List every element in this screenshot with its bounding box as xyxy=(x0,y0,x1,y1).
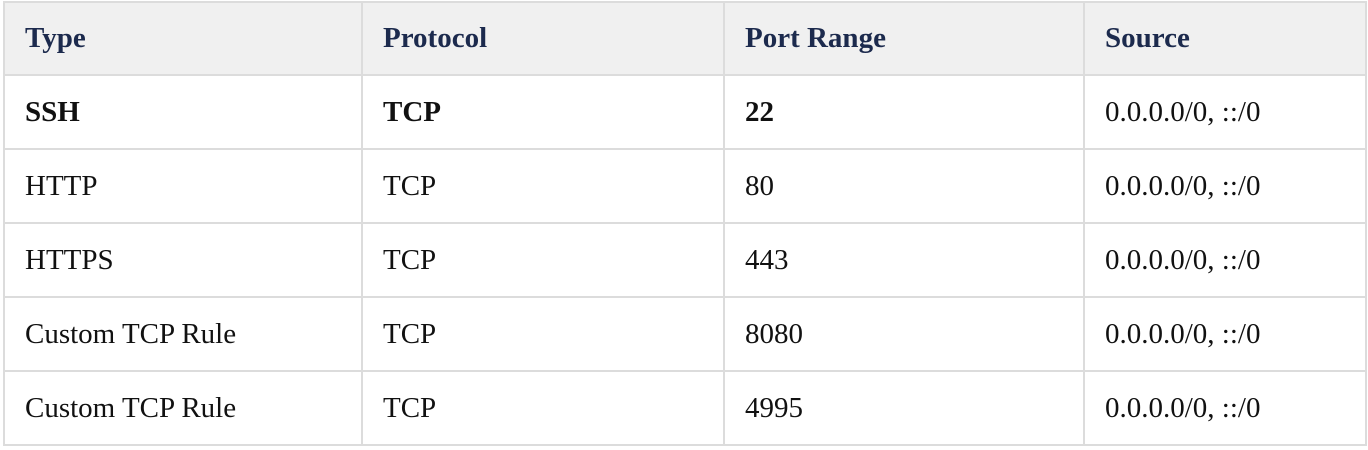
cell-port-range: 443 xyxy=(723,222,1085,298)
cell-source: 0.0.0.0/0, ::/0 xyxy=(1083,222,1367,298)
cell-type: Custom TCP Rule xyxy=(3,296,363,372)
column-header-type: Type xyxy=(3,1,363,76)
cell-type: Custom TCP Rule xyxy=(3,370,363,446)
cell-port-range: 22 xyxy=(723,74,1085,150)
column-header-source: Source xyxy=(1083,1,1367,76)
cell-source: 0.0.0.0/0, ::/0 xyxy=(1083,148,1367,224)
column-header-port-range: Port Range xyxy=(723,1,1085,76)
table-body: SSH TCP 22 0.0.0.0/0, ::/0 HTTP TCP 80 0… xyxy=(3,74,1367,446)
cell-protocol: TCP xyxy=(361,74,725,150)
table-row: HTTPS TCP 443 0.0.0.0/0, ::/0 xyxy=(3,222,1367,298)
table-row: SSH TCP 22 0.0.0.0/0, ::/0 xyxy=(3,74,1367,150)
security-rules-table-container: Type Protocol Port Range Source SSH TCP … xyxy=(3,1,1367,446)
cell-port-range: 80 xyxy=(723,148,1085,224)
table-row: Custom TCP Rule TCP 8080 0.0.0.0/0, ::/0 xyxy=(3,296,1367,372)
cell-protocol: TCP xyxy=(361,222,725,298)
table-row: HTTP TCP 80 0.0.0.0/0, ::/0 xyxy=(3,148,1367,224)
cell-protocol: TCP xyxy=(361,296,725,372)
security-rules-table: Type Protocol Port Range Source SSH TCP … xyxy=(3,1,1367,446)
cell-port-range: 8080 xyxy=(723,296,1085,372)
column-header-protocol: Protocol xyxy=(361,1,725,76)
table-header-row: Type Protocol Port Range Source xyxy=(3,1,1367,76)
cell-type: HTTPS xyxy=(3,222,363,298)
cell-protocol: TCP xyxy=(361,148,725,224)
cell-source: 0.0.0.0/0, ::/0 xyxy=(1083,370,1367,446)
cell-type: HTTP xyxy=(3,148,363,224)
cell-protocol: TCP xyxy=(361,370,725,446)
table-header: Type Protocol Port Range Source xyxy=(3,1,1367,76)
cell-type: SSH xyxy=(3,74,363,150)
table-row: Custom TCP Rule TCP 4995 0.0.0.0/0, ::/0 xyxy=(3,370,1367,446)
cell-port-range: 4995 xyxy=(723,370,1085,446)
cell-source: 0.0.0.0/0, ::/0 xyxy=(1083,74,1367,150)
cell-source: 0.0.0.0/0, ::/0 xyxy=(1083,296,1367,372)
